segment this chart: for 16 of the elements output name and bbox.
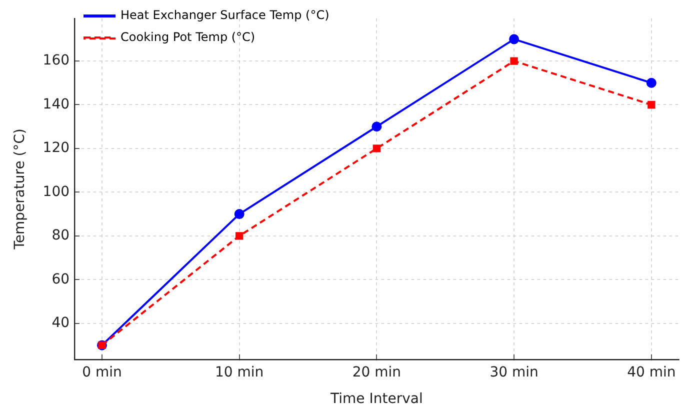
y-tick-label: 160	[42, 52, 70, 69]
legend-label: Heat Exchanger Surface Temp (°C)	[120, 8, 330, 22]
x-tick-label: 30 min	[490, 364, 538, 380]
y-tick-label: 100	[42, 184, 70, 200]
y-tick-label: 120	[42, 140, 70, 156]
x-tick-label: 10 min	[215, 364, 264, 380]
y-axis-title: Temperature (°C)	[12, 128, 28, 250]
x-tick-label: 20 min	[352, 364, 402, 380]
y-tick-label: 140	[42, 96, 70, 112]
y-tick-label: 40	[52, 314, 70, 331]
x-tick-label: 0 min	[82, 364, 122, 380]
legend-label: Cooking Pot Temp (°C)	[120, 30, 256, 44]
x-tick-label: 40 min	[627, 364, 676, 380]
y-tick-label: 60	[52, 271, 70, 288]
x-axis-title: Time Interval	[330, 391, 423, 408]
y-tick-label: 80	[52, 228, 70, 244]
